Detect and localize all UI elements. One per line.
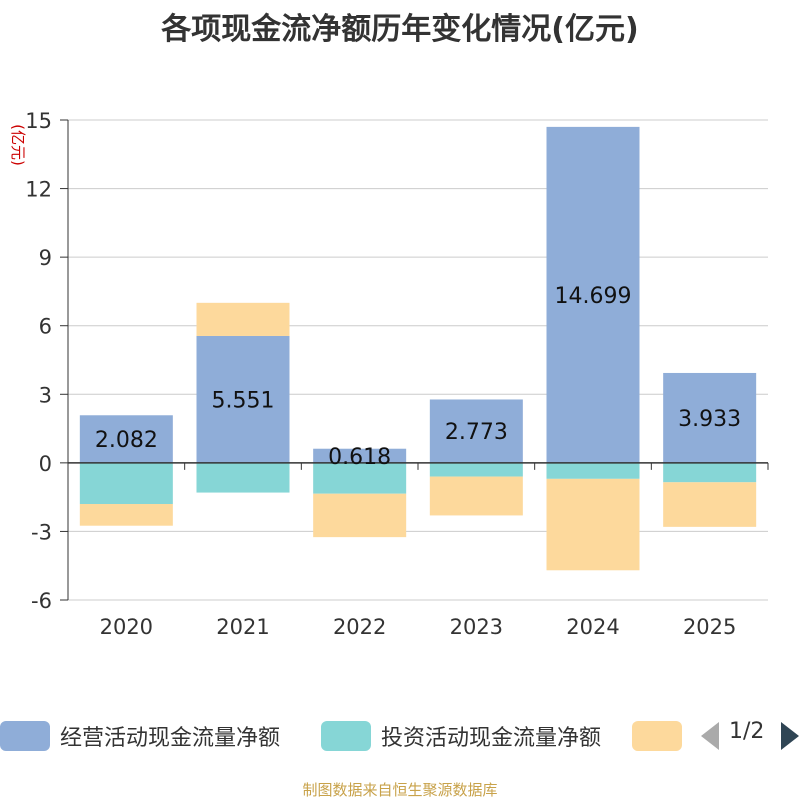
bar-series0-2025 <box>663 372 757 463</box>
x-tick-label-2024: 2024 <box>566 615 619 639</box>
grid-layer <box>68 119 768 601</box>
y-axis-unit-label: (亿元) <box>9 124 27 166</box>
x-tick-label-2025: 2025 <box>683 615 736 639</box>
y-tick-label: 15 <box>25 109 52 133</box>
bar-layer <box>79 126 757 571</box>
label-layer: 2.082 5.551 0.618 2.773 14.699 3.933 <box>95 284 741 470</box>
y-tick-label: 12 <box>25 178 52 202</box>
legend-label-investing: 投资活动现金流量净额 <box>381 726 602 751</box>
x-tick-label-2020: 2020 <box>100 615 153 639</box>
legend-swatch-operating <box>0 721 50 751</box>
legend-item-financing[interactable] <box>632 716 692 756</box>
y-tick-label: -3 <box>31 520 52 544</box>
x-tick-label-2023: 2023 <box>450 615 503 639</box>
axis-layer: -6 -3 0 3 6 9 12 15(亿元) 2020 2021 2022 2023 2024 2025 <box>9 109 769 639</box>
data-label-2021: 5.551 <box>212 388 275 413</box>
bar-series2-2024 <box>546 478 640 571</box>
bar-series2-2025 <box>663 482 757 527</box>
bar-series2-2023 <box>429 476 523 516</box>
legend-page-indicator: 1/2 <box>729 719 765 744</box>
x-tick-label-2022: 2022 <box>333 615 386 639</box>
bar-series0-2024 <box>546 126 640 463</box>
data-label-2022: 0.618 <box>328 445 391 470</box>
bar-series1-2021 <box>196 462 290 493</box>
bar-series2-2020 <box>79 504 173 526</box>
legend-item-investing[interactable]: 投资活动现金流量净额 <box>321 716 601 756</box>
bar-series2-2021 <box>196 302 290 336</box>
bar-series0-2020 <box>79 415 173 463</box>
x-tick-label-2021: 2021 <box>216 615 269 639</box>
legend-swatch-investing <box>321 721 371 751</box>
bar-series0-2022 <box>313 448 407 463</box>
bar-series1-2025 <box>663 462 757 483</box>
y-tick-label: 6 <box>39 315 52 339</box>
legend-item-operating[interactable]: 经营活动现金流量净额 <box>0 716 280 756</box>
source-note: 制图数据来自恒生聚源数据库 <box>302 781 498 799</box>
y-tick-label: 9 <box>39 246 52 270</box>
bar-series0-2021 <box>196 335 290 463</box>
data-label-2023: 2.773 <box>445 420 508 445</box>
bar-series1-2022 <box>313 462 407 494</box>
bar-series1-2020 <box>79 462 173 504</box>
chart-title: 各项现金流净额历年变化情况(亿元) <box>161 12 639 47</box>
data-label-2024: 14.699 <box>555 284 632 309</box>
y-tick-label: 0 <box>39 452 52 476</box>
legend-prev-arrow-icon[interactable] <box>701 722 719 750</box>
bar-series0-2023 <box>429 399 523 463</box>
legend-swatch-financing <box>632 721 682 751</box>
y-tick-label: 3 <box>39 383 52 407</box>
data-label-2020: 2.082 <box>95 428 158 453</box>
legend-label-operating: 经营活动现金流量净额 <box>60 726 281 751</box>
bar-series2-2022 <box>313 493 407 538</box>
legend-next-arrow-icon[interactable] <box>781 722 799 750</box>
data-label-2025: 3.933 <box>678 407 741 432</box>
bar-series1-2023 <box>429 462 523 477</box>
bar-series1-2024 <box>546 462 640 479</box>
y-tick-label: -6 <box>31 589 52 613</box>
